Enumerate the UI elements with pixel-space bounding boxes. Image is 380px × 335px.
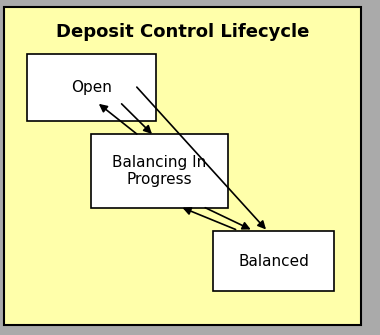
- Text: Balancing In
Progress: Balancing In Progress: [112, 155, 207, 187]
- FancyBboxPatch shape: [11, 13, 376, 332]
- Text: Deposit Control Lifecycle: Deposit Control Lifecycle: [56, 23, 309, 41]
- FancyBboxPatch shape: [4, 7, 361, 325]
- FancyBboxPatch shape: [91, 134, 228, 208]
- FancyBboxPatch shape: [27, 54, 156, 121]
- Text: Open: Open: [71, 80, 112, 94]
- Text: Balanced: Balanced: [238, 254, 309, 269]
- FancyBboxPatch shape: [213, 231, 334, 291]
